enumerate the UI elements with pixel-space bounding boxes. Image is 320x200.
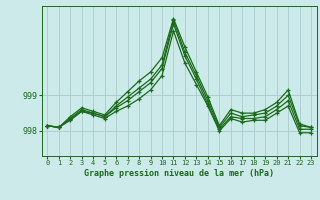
X-axis label: Graphe pression niveau de la mer (hPa): Graphe pression niveau de la mer (hPa) <box>84 169 274 178</box>
